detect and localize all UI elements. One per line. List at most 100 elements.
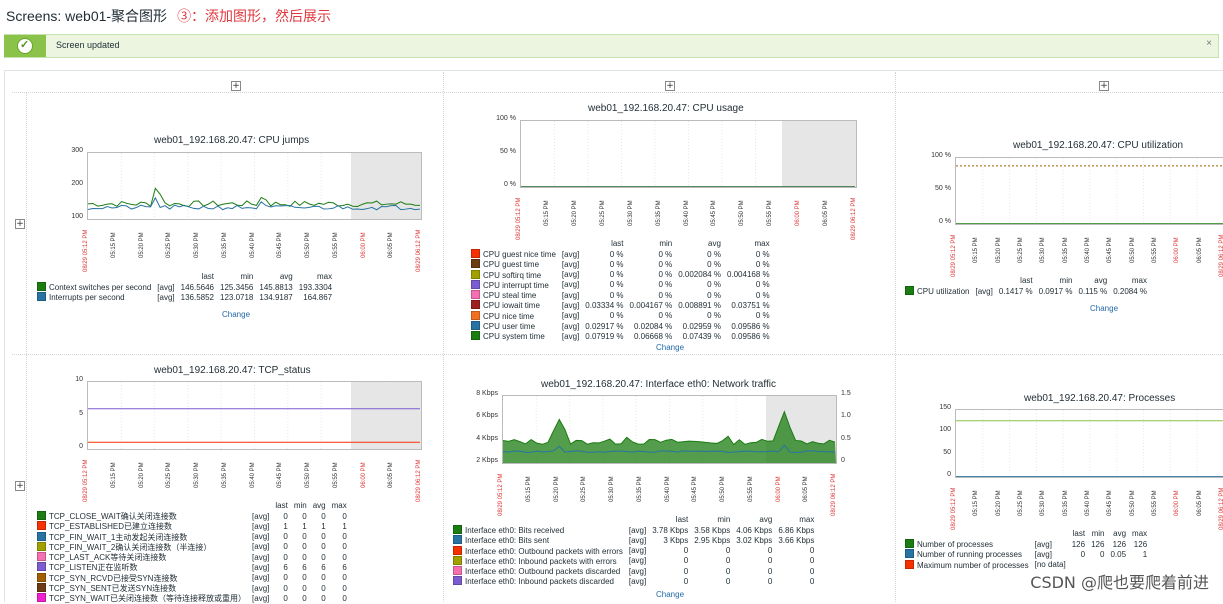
legend-item-name: TCP_ESTABLISHED已建立连接数	[34, 521, 249, 531]
x-tick-label: 05:15 PM	[110, 462, 117, 488]
legend-row: Interface eth0: Bits received [avg] 3.78 K…	[450, 525, 817, 535]
add-column-button-3[interactable]: +	[1099, 81, 1109, 91]
y-tick-label-right: 0.5	[841, 434, 851, 442]
x-tick-label: 05:30 PM	[609, 476, 615, 502]
legend-avg: 0	[321, 511, 326, 521]
y-tick-label: 50 %	[500, 148, 516, 155]
legend-avg: 0	[767, 546, 773, 556]
legend-fn: [avg]	[252, 552, 270, 562]
legend-label: Context switches per second	[49, 283, 152, 292]
processes-plot	[955, 409, 1223, 478]
series-canvas	[88, 153, 421, 219]
legend-header	[34, 501, 249, 511]
series-canvas	[521, 121, 855, 187]
legend-header: min	[1091, 529, 1105, 538]
legend-last: 0	[1080, 549, 1086, 559]
legend-fn: [avg]	[561, 280, 580, 290]
net-traffic-change-link[interactable]: Change	[656, 590, 685, 599]
x-tick-label: 06:05 PM	[1196, 237, 1203, 263]
legend-fn: [avg]	[1034, 539, 1052, 549]
legend-min: 2.95 Kbps	[694, 535, 731, 545]
legend-last: 0 %	[609, 280, 624, 290]
x-tick-label: 08/29 05:12 PM	[83, 459, 89, 502]
legend-label: Interface eth0: Bits received	[465, 526, 565, 535]
x-tick-label: 06:00 PM	[1174, 237, 1181, 263]
legend-avg: 145.8813	[259, 282, 293, 292]
legend-max: 0.03751 %	[731, 300, 770, 310]
legend-swatch	[471, 249, 480, 258]
close-icon[interactable]: ×	[1206, 38, 1212, 49]
legend-min: 0 %	[658, 290, 673, 300]
x-tick-label: 08/29 06:12 PM	[831, 473, 837, 516]
legend-avg: 4.06 Kbps	[736, 525, 773, 535]
legend-item-name: Interface eth0: Inbound packets discarde…	[450, 576, 626, 586]
x-tick-label: 05:20 PM	[138, 232, 145, 258]
legend-swatch	[453, 555, 462, 565]
legend-max: 0	[342, 511, 347, 521]
x-tick-label: 06:05 PM	[823, 200, 830, 226]
x-tick-label: 05:55 PM	[767, 200, 774, 226]
legend-label: CPU nice time	[483, 311, 535, 321]
legend-header: max	[754, 239, 770, 248]
legend-swatch	[453, 566, 462, 576]
legend-avg: 0	[767, 576, 773, 586]
legend-avg: 0 %	[707, 259, 721, 269]
x-tick-label: 06:05 PM	[803, 476, 810, 502]
legend-max: 0 %	[755, 249, 770, 259]
legend-max: 0.09586 %	[731, 331, 770, 341]
series-line	[503, 444, 836, 453]
x-tick-label: 05:15 PM	[973, 490, 980, 516]
legend-item-name: CPU user time	[468, 321, 559, 331]
legend-label: CPU softirq time	[483, 270, 542, 280]
legend-min: 0.02084 %	[633, 321, 673, 331]
legend-swatch	[37, 292, 46, 302]
cpu-jumps-change-link[interactable]: Change	[222, 310, 251, 319]
legend-header: avg	[1113, 529, 1127, 538]
legend-header: min	[717, 515, 731, 524]
cpu-util-plot	[955, 157, 1223, 225]
add-column-button-2[interactable]: +	[665, 81, 675, 91]
cpu-util-change-link[interactable]: Change	[1090, 304, 1119, 313]
legend-header: last	[611, 239, 624, 248]
legend-row: CPU guest nice time [avg] 0 % 0 % 0 % 0 %	[468, 249, 773, 259]
add-column-button-1[interactable]: +	[231, 81, 241, 91]
legend-max: 0	[342, 542, 347, 552]
x-tick-label: 05:30 PM	[194, 462, 200, 488]
legend-avg: 0	[767, 566, 773, 576]
legend-item-name: Maximum number of processes	[902, 559, 1032, 570]
legend-label: Number of processes	[917, 540, 994, 549]
legend-item-name: CPU guest time	[468, 259, 559, 269]
x-tick-label: 08/29 06:12 PM	[1219, 487, 1223, 530]
x-tick-label: 05:30 PM	[1040, 490, 1047, 516]
legend-avg: 0	[767, 556, 773, 566]
legend-min: 1	[302, 521, 307, 531]
legend-max: 0	[342, 532, 347, 542]
legend-swatch	[453, 525, 462, 534]
column-separator	[895, 72, 896, 602]
series-canvas	[956, 410, 1223, 477]
legend-min: 0	[302, 583, 307, 593]
cpu-usage-change-link[interactable]: Change	[656, 343, 685, 352]
legend-label: TCP_ESTABLISHED已建立连接数	[49, 522, 172, 532]
legend-item-name: CPU steal time	[468, 290, 559, 300]
legend-swatch	[37, 531, 46, 541]
add-row-button-1[interactable]: +	[15, 219, 25, 229]
x-tick-label: 05:40 PM	[683, 200, 690, 226]
legend-min: 0 %	[658, 249, 673, 259]
legend-row: CPU user time [avg] 0.02917 % 0.02084 % 0.02…	[468, 321, 773, 331]
legend-row: Interface eth0: Inbound packets discarde…	[450, 576, 817, 586]
legend-header: avg	[759, 515, 773, 524]
legend-last: 0.07919 %	[585, 331, 624, 341]
series-line	[503, 410, 836, 446]
legend-item-name: Interface eth0: Outbound packets with er…	[450, 545, 626, 556]
legend-fn: [avg]	[252, 573, 270, 583]
legend-fn: [avg]	[975, 286, 993, 296]
legend-label: TCP_FIN_WAIT_1主动发起关闭连接数	[49, 532, 188, 542]
legend-min: 0 %	[658, 311, 673, 321]
legend-row: CPU iowait time [avg] 0.03334 % 0.004167 % 0…	[468, 300, 773, 310]
legend-max: 0.09586 %	[731, 321, 770, 331]
legend-last: 0	[683, 566, 689, 576]
add-row-button-2[interactable]: +	[15, 481, 25, 491]
processes-graph-title: web01_192.168.20.47: Processes	[1024, 393, 1176, 404]
legend-min: 0	[302, 573, 307, 583]
